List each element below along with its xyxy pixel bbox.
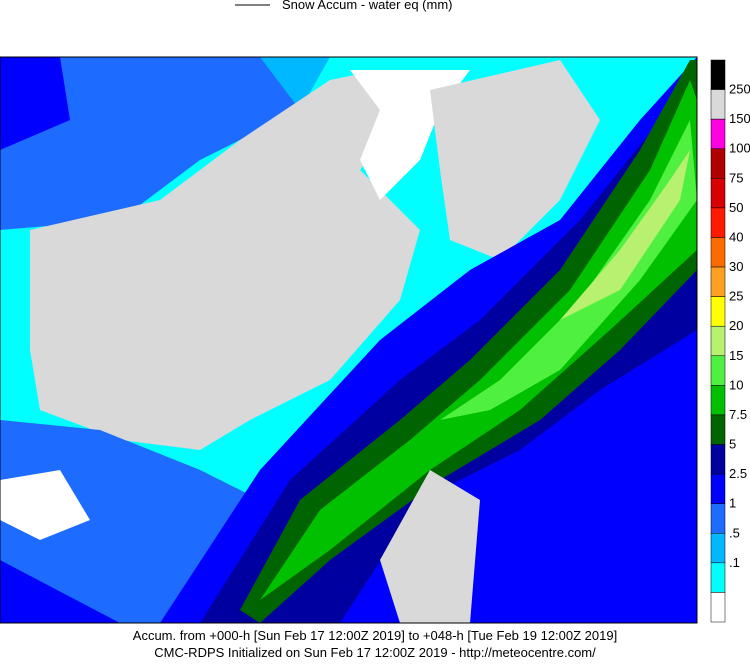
footer-line: CMC-RDPS Initialized on Sun Feb 17 12:00… [154, 645, 596, 660]
colorbar-label: 20 [729, 318, 743, 333]
colorbar-box [710, 444, 726, 475]
colorbar-box [710, 178, 726, 209]
colorbar-box [710, 296, 726, 327]
colorbar-box [710, 503, 726, 534]
map [0, 56, 698, 624]
colorbar-label: 150 [729, 111, 750, 126]
colorbar-label: 2.5 [729, 466, 747, 481]
colorbar-label: 15 [729, 348, 743, 363]
footer-line: Accum. from +000-h [Sun Feb 17 12:00Z 20… [133, 628, 617, 643]
colorbar-box [710, 325, 726, 357]
colorbar-box [710, 385, 726, 416]
colorbar-label: 10 [729, 377, 743, 392]
colorbar-label: .1 [729, 555, 740, 570]
colorbar-box [710, 355, 726, 386]
colorbar-box [710, 59, 726, 90]
colorbar-box [710, 562, 726, 593]
colorbar-box [710, 266, 726, 297]
colorbar-box [710, 473, 726, 504]
colorbar-label: 1 [729, 496, 736, 511]
colorbar-box [710, 533, 726, 564]
colorbar: 250 150 100 75 50 40 30 25 20 15 10 7.5 5 2.5 1 .5 .1 [710, 59, 750, 623]
colorbar-label: 100 [729, 141, 750, 156]
colorbar-label: 25 [729, 289, 743, 304]
colorbar-label: 250 [729, 82, 750, 97]
colorbar-label: 75 [729, 170, 743, 185]
colorbar-box [710, 148, 726, 179]
colorbar-label: 50 [729, 200, 743, 215]
colorbar-label: 7.5 [729, 407, 747, 422]
title: Snow Accum - water eq (mm) [282, 0, 453, 12]
colorbar-box [710, 414, 726, 445]
colorbar-label: 5 [729, 437, 736, 452]
colorbar-box [710, 89, 726, 120]
colorbar-box [710, 207, 726, 238]
colorbar-box [710, 237, 726, 268]
colorbar-box [710, 118, 726, 149]
colorbar-box [710, 592, 726, 623]
colorbar-label: 30 [729, 259, 743, 274]
colorbar-label: .5 [729, 525, 740, 540]
colorbar-label: 40 [729, 229, 743, 244]
